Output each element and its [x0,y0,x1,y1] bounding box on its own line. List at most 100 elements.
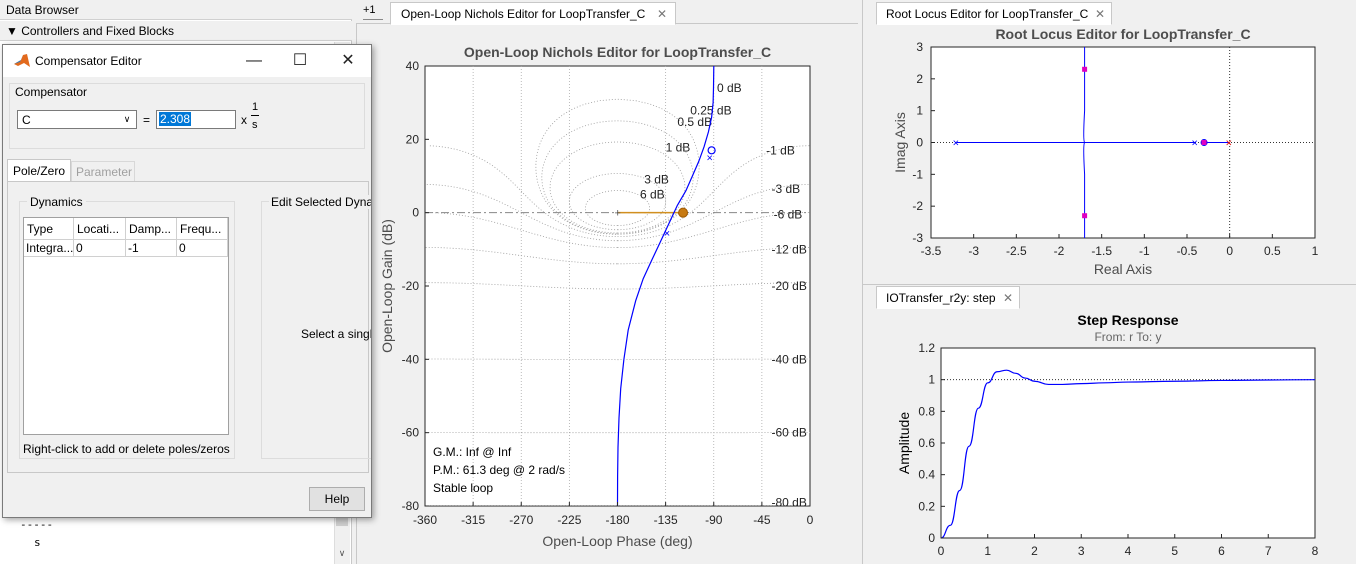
grid-label: 1 dB [666,140,691,154]
window-title: Compensator Editor [35,54,142,68]
grid-label: -6 dB [774,208,803,222]
x-tick-label: 3 [1078,544,1085,558]
y-tick-label: 1 [916,104,923,118]
close-icon[interactable]: ✕ [657,7,668,21]
y-tick-label: 2 [916,72,923,86]
grid-magnitude-contour [535,98,700,235]
x-tick-label: 6 [1218,544,1225,558]
data-browser-header: Data Browser [0,0,352,20]
tab-step-response[interactable]: IOTransfer_r2y: step ✕ [876,286,1020,309]
compensator-group [9,83,365,149]
phase-margin-point [678,207,689,218]
x-tick-label: 2 [1031,544,1038,558]
x-tick-label: 8 [1312,544,1319,558]
dynamics-group [19,201,235,459]
x-tick-label: -2 [1054,244,1065,258]
grid-magnitude-contour [568,173,667,231]
chart-subtitle: From: r To: y [1094,330,1161,344]
gain-input[interactable]: 2.308 [156,110,236,129]
chevron-down-icon[interactable]: ∨ [123,114,131,124]
compensator-group-label: Compensator [13,85,90,99]
margin-text: G.M.: Inf @ Inf [433,445,512,459]
fraction-denominator: s [34,536,41,549]
compensator-select[interactable]: C [17,110,137,129]
column-header-type[interactable]: Type [24,218,74,240]
pole-marker: × [707,153,713,165]
plus-one-tab[interactable]: +1 [363,4,383,20]
tab-root-locus-editor[interactable]: Root Locus Editor for LoopTransfer_C ✕ [876,2,1112,25]
x-tick-label: -3 [968,244,979,258]
table-cell[interactable]: Integra... [24,240,74,257]
tab-pole-zero[interactable]: Pole/Zero [7,159,71,181]
grid-label: 6 dB [640,187,665,201]
grid-label: -40 dB [772,352,807,366]
step-response-chart[interactable]: 0 1 2 3 4 5 6 7 8 0 0.2 0.4 0.6 0.8 1 1.2 Step Response F… [863,308,1356,564]
edit-dynamics-label: Edit Selected Dynamics [269,195,371,209]
grid-magnitude-contour [426,184,810,242]
x-tick-label: 0 [938,544,945,558]
margin-text: Stable loop [433,481,493,495]
tf-numerator: 1 [252,101,259,113]
x-tick-label: 5 [1171,544,1178,558]
tf-denominator: s [252,119,258,131]
dynamics-table[interactable]: Type Locati... Damp... Frequ... Integra.… [23,217,229,435]
y-tick-label: 0 [412,206,419,220]
y-tick-label: -80 [402,499,420,513]
x-tick-label: -135 [654,513,678,527]
scroll-down-icon[interactable]: ∨ [338,548,346,558]
table-cell[interactable]: 0 [74,240,126,257]
pm-start-marker: + [615,208,621,220]
fraction-bar: ----- [20,518,54,531]
step-response-line [940,369,1316,539]
close-icon[interactable]: ✕ [1095,7,1106,21]
y-tick-label: -2 [912,199,923,213]
grid-label: -80 dB [772,495,807,509]
closed-loop-pole [1082,213,1088,219]
compensator-editor-window: Compensator Editor — ☐ ✕ Compensator C ∨… [2,44,372,518]
gain-value: 2.308 [159,112,192,126]
equals-sign: = [143,113,151,127]
x-tick-label: 1 [984,544,991,558]
section-controllers[interactable]: ▼ Controllers and Fixed Blocks [0,21,352,41]
close-icon[interactable]: ✕ [341,52,355,69]
dynamics-hint: Right-click to add or delete poles/zeros [23,442,230,456]
column-header-damping[interactable]: Damp... [126,218,177,240]
table-cell[interactable]: -1 [126,240,177,257]
matlab-logo-icon [14,54,30,67]
maximize-icon[interactable]: ☐ [292,52,308,69]
x-tick-label: -0.5 [1177,244,1198,258]
closed-loop-pole [1082,66,1088,72]
grid-label: 0 dB [717,81,742,95]
y-tick-label: 0.6 [918,436,935,450]
x-tick-label: -360 [413,513,437,527]
y-tick-label: 20 [406,132,420,146]
x-tick-label: -180 [605,513,629,527]
select-row-hint: Select a single row to edit values [301,327,371,341]
dynamics-label: Dynamics [27,195,86,209]
x-tick-label: -1.5 [1091,244,1112,258]
open-loop-zero [1200,139,1208,146]
tf-fraction-bar [251,115,259,116]
close-icon[interactable]: ✕ [1003,291,1014,305]
root-locus-chart[interactable]: × × ×-3.5 -3 -2.5 -2 -1.5 -1 -0.5 0 0.5 1-3-2-10123… [863,24,1356,282]
table-cell[interactable]: 0 [177,240,228,257]
zero-marker [707,146,716,155]
data-browser-title: Data Browser [6,3,79,17]
y-tick-label: 0.4 [918,468,935,482]
nichols-chart[interactable]: 0 dB 0.25 dB0.5 dB 1 dB 3 dB6 dB -1 dB -3 dB -… [356,24,858,564]
tab-nichols-editor[interactable]: Open-Loop Nichols Editor for LoopTransfe… [390,2,676,25]
closed-loop-pole [1201,140,1207,145]
tab-parameter[interactable]: Parameter [71,161,135,181]
x-tick-label: -1 [1139,244,1150,258]
column-header-location[interactable]: Locati... [74,218,126,240]
compensator-select-value: C [22,113,31,127]
minimize-icon[interactable]: — [246,52,262,69]
column-header-frequency[interactable]: Frequ... [177,218,228,240]
help-button[interactable]: Help [309,487,365,511]
locus-branch [1083,47,1086,238]
x-tick-label: 0.5 [1264,244,1281,258]
open-loop-pole: × [953,138,959,150]
grid-magnitude-contour [425,247,810,265]
grid-magnitude-contour [425,282,810,290]
window-titlebar[interactable]: Compensator Editor — ☐ ✕ [3,45,371,77]
